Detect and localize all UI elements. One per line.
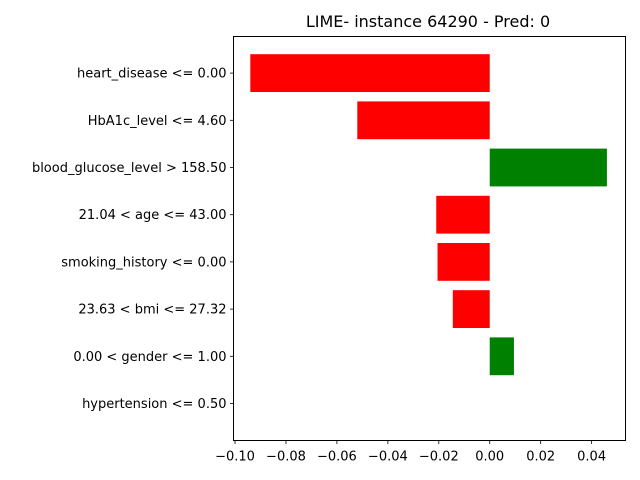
axes-frame: [233, 36, 626, 441]
bar: [489, 337, 514, 376]
x-tick-label: 0.02: [526, 450, 555, 465]
bar: [357, 101, 490, 140]
y-tick-label: hypertension <= 0.50: [82, 397, 226, 412]
bar: [436, 195, 490, 234]
x-tick-label: −0.02: [419, 450, 459, 465]
bar: [437, 243, 490, 281]
y-axis-ticks: heart_disease <= 0.00 HbA1c_level <= 4.60…: [32, 67, 234, 412]
y-tick-label: blood_glucose_level > 158.50: [32, 161, 227, 176]
x-axis-ticks: −0.10 −0.08 −0.06 −0.04 −0.02 0.00 0.02 0.04: [215, 440, 606, 465]
y-tick-label: 0.00 < gender <= 1.00: [73, 350, 226, 365]
x-tick-label: 0.00: [475, 450, 504, 465]
bar: [250, 54, 490, 92]
bars-group: [250, 54, 607, 376]
chart-title: LIME- instance 64290 - Pred: 0: [306, 12, 550, 31]
x-tick-label: −0.04: [368, 450, 408, 465]
x-tick-label: −0.10: [215, 450, 255, 465]
y-tick-label: smoking_history <= 0.00: [61, 255, 226, 270]
y-tick-label: 21.04 < age <= 43.00: [79, 208, 227, 223]
x-tick-label: −0.06: [317, 450, 357, 465]
y-tick-label: HbA1c_level <= 4.60: [88, 114, 227, 129]
x-tick-label: 0.04: [577, 450, 606, 465]
y-tick-label: heart_disease <= 0.00: [77, 67, 227, 82]
x-tick-label: −0.08: [266, 450, 306, 465]
bar: [452, 290, 490, 328]
y-tick-label: 23.63 < bmi <= 27.32: [78, 303, 226, 318]
bar: [489, 148, 607, 187]
